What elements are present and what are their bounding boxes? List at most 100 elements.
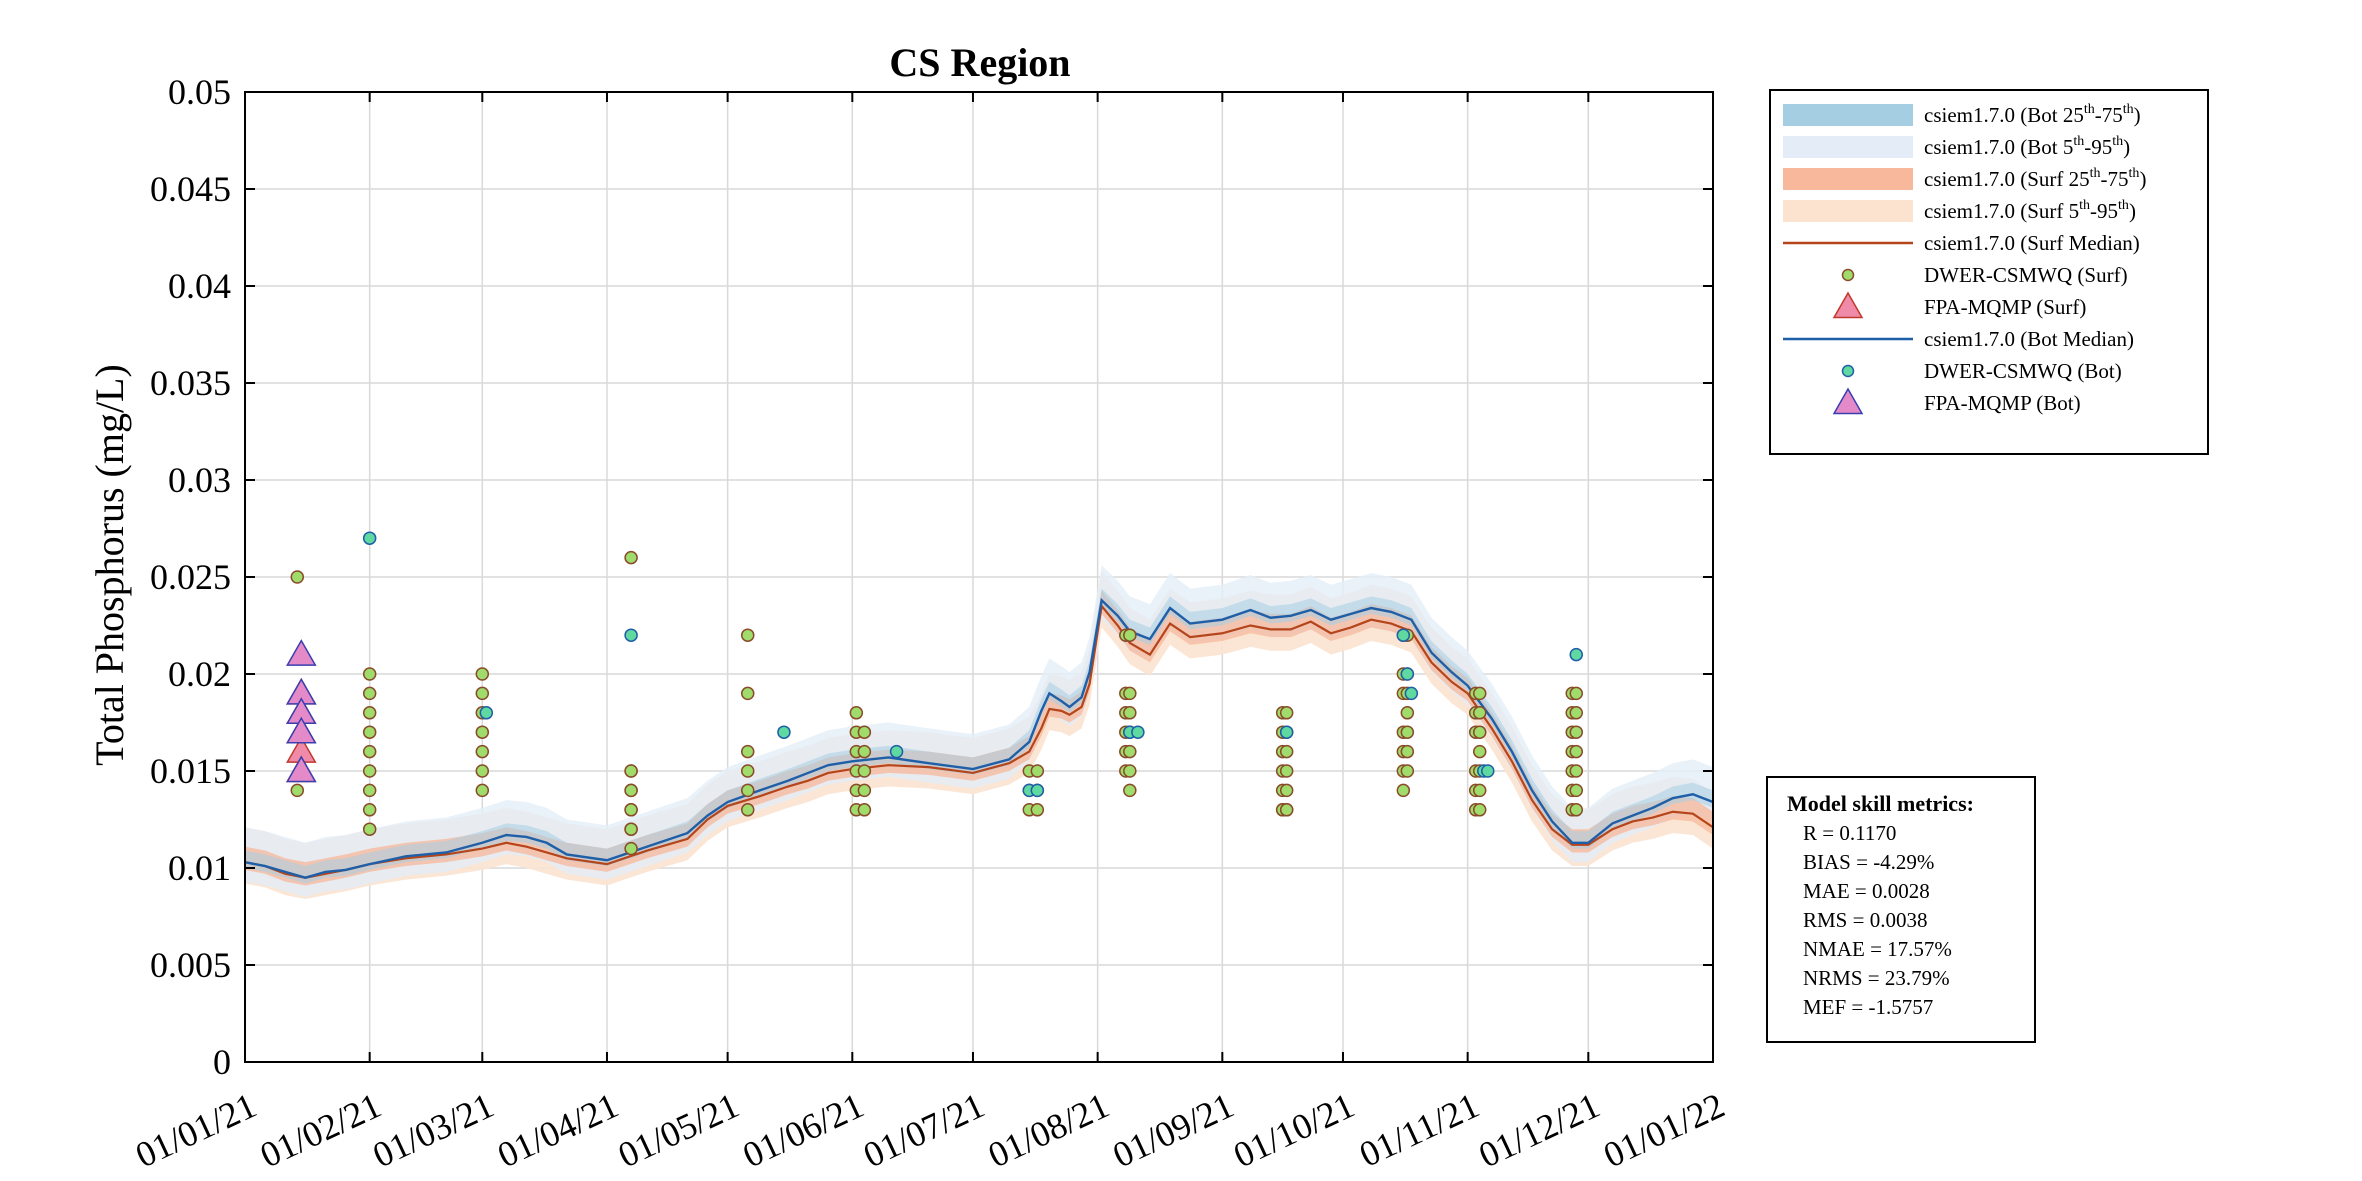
legend: csiem1.7.0 (Bot 25th-75th) csiem1.7.0 (Bo… xyxy=(1769,89,2209,455)
dwer-bot-point xyxy=(1400,667,1415,681)
legend-label: csiem1.7.0 (Bot 25th-75th) xyxy=(1924,102,2141,127)
dwer-surf-point xyxy=(1400,764,1415,778)
legend-item-fpabot: FPA-MQMP (Bot) xyxy=(1832,387,2081,415)
metrics-line: RMS = 0.0038 xyxy=(1803,908,1927,932)
dwer-bot-point xyxy=(1404,686,1419,701)
dwer-surf-point xyxy=(1569,803,1584,817)
dwer-surf-point xyxy=(362,667,377,681)
y-tick-label: 0.025 xyxy=(150,557,231,597)
dwer-surf-point xyxy=(1400,744,1415,759)
observation-points xyxy=(286,531,1584,856)
legend-swatch xyxy=(1783,136,1913,158)
chart-title: CS Region xyxy=(889,40,1070,85)
dwer-surf-point xyxy=(740,764,755,778)
dwer-surf-point xyxy=(1569,725,1584,739)
dwer-surf-point xyxy=(362,706,377,720)
y-tick-label: 0.01 xyxy=(168,848,231,888)
dwer-surf-point xyxy=(362,803,377,817)
legend-item-dwerbot: DWER-CSMWQ (Bot) xyxy=(1841,359,2122,383)
dwer-surf-point xyxy=(740,803,755,817)
y-tick-label: 0.05 xyxy=(168,72,231,112)
legend-item-surfmed: csiem1.7.0 (Surf Median) xyxy=(1783,231,2140,255)
dwer-surf-point xyxy=(1123,686,1137,701)
dwer-surf-point xyxy=(1400,725,1415,739)
fpa-bot-point xyxy=(286,716,317,744)
dwer-surf-point xyxy=(1123,706,1137,720)
dwer-surf-point xyxy=(475,686,490,701)
dwer-surf-point xyxy=(1569,744,1584,759)
legend-items: csiem1.7.0 (Bot 25th-75th) csiem1.7.0 (Bo… xyxy=(1783,102,2146,415)
dwer-surf-point xyxy=(857,725,872,739)
legend-item-botmed: csiem1.7.0 (Bot Median) xyxy=(1783,327,2134,351)
dwer-surf-point xyxy=(290,783,305,798)
dwer-surf-point xyxy=(362,822,377,836)
legend-swatch xyxy=(1783,168,1913,190)
band-bot-25-75 xyxy=(245,588,1713,884)
dwer-surf-point xyxy=(740,686,755,701)
dwer-surf-point xyxy=(362,764,377,778)
dwer-surf-point xyxy=(475,744,490,759)
y-tick-label: 0.035 xyxy=(150,363,231,403)
surf-median-line xyxy=(244,603,1714,879)
legend-item-bot595: csiem1.7.0 (Bot 5th-95th) xyxy=(1783,134,2130,159)
dwer-surf-point xyxy=(1123,744,1137,759)
metrics-title: Model skill metrics: xyxy=(1787,791,1974,816)
dwer-bot-point xyxy=(1481,764,1495,778)
dwer-surf-point xyxy=(362,783,377,798)
dwer-surf-point xyxy=(1569,783,1584,798)
legend-label: csiem1.7.0 (Surf Median) xyxy=(1924,231,2140,255)
dwer-surf-point xyxy=(624,783,638,798)
dwer-surf-point xyxy=(624,822,638,836)
legend-swatch xyxy=(1783,104,1913,126)
legend-label: FPA-MQMP (Bot) xyxy=(1924,391,2081,415)
dwer-surf-point xyxy=(362,725,377,739)
dwer-surf-point xyxy=(1030,764,1045,778)
legend-label: DWER-CSMWQ (Surf) xyxy=(1924,263,2128,287)
dwer-surf-point xyxy=(362,686,377,701)
dwer-surf-point xyxy=(1123,628,1137,642)
legend-swatch xyxy=(1841,268,1855,282)
dwer-surf-point xyxy=(1279,744,1294,759)
dwer-surf-point xyxy=(857,764,872,778)
legend-item-fpasurf: FPA-MQMP (Surf) xyxy=(1832,291,2086,319)
legend-swatch xyxy=(1832,291,1864,319)
dwer-surf-point xyxy=(1396,783,1411,798)
y-axis-label: Total Phosphorus (mg/L) xyxy=(87,364,132,766)
dwer-surf-point xyxy=(1569,706,1584,720)
legend-item-surf595: csiem1.7.0 (Surf 5th-95th) xyxy=(1783,198,2136,223)
dwer-bot-point xyxy=(624,628,638,642)
bot-median-line xyxy=(244,597,1714,879)
grid xyxy=(245,92,1713,1062)
legend-label: csiem1.7.0 (Surf 5th-95th) xyxy=(1924,198,2136,223)
dwer-surf-point xyxy=(857,744,872,759)
dwer-surf-point xyxy=(1279,764,1294,778)
dwer-surf-point xyxy=(1472,744,1487,759)
y-tick-label: 0.04 xyxy=(168,266,231,306)
metrics-line: R = 0.1170 xyxy=(1803,821,1896,845)
dwer-surf-point xyxy=(1279,783,1294,798)
y-tick-label: 0.045 xyxy=(150,169,231,209)
median-lines xyxy=(244,597,1714,879)
legend-item-surf2575: csiem1.7.0 (Surf 25th-75th) xyxy=(1783,166,2146,191)
metrics-line: BIAS = -4.29% xyxy=(1803,850,1934,874)
percentile-bands xyxy=(245,565,1713,900)
metrics-box xyxy=(1766,776,2036,1043)
dwer-surf-point xyxy=(740,744,755,759)
dwer-surf-point xyxy=(1569,686,1584,701)
dwer-surf-point xyxy=(362,744,377,759)
metrics-line: NRMS = 23.79% xyxy=(1803,966,1950,990)
legend-swatch xyxy=(1783,200,1913,222)
y-tick-label: 0 xyxy=(213,1042,231,1082)
legend-label: FPA-MQMP (Surf) xyxy=(1924,295,2086,319)
dwer-surf-point xyxy=(1123,764,1137,778)
dwer-surf-point xyxy=(857,803,872,817)
dwer-bot-point xyxy=(777,725,791,739)
dwer-surf-point xyxy=(857,783,872,798)
fpa-bot-point xyxy=(286,639,317,666)
dwer-surf-point xyxy=(1472,706,1487,720)
dwer-surf-point xyxy=(1472,783,1487,798)
dwer-surf-point xyxy=(1472,725,1487,739)
legend-item-dwersurf: DWER-CSMWQ (Surf) xyxy=(1841,263,2128,287)
model-skill-metrics: Model skill metrics: R = 0.1170 BIAS = -4… xyxy=(1766,776,2036,1043)
